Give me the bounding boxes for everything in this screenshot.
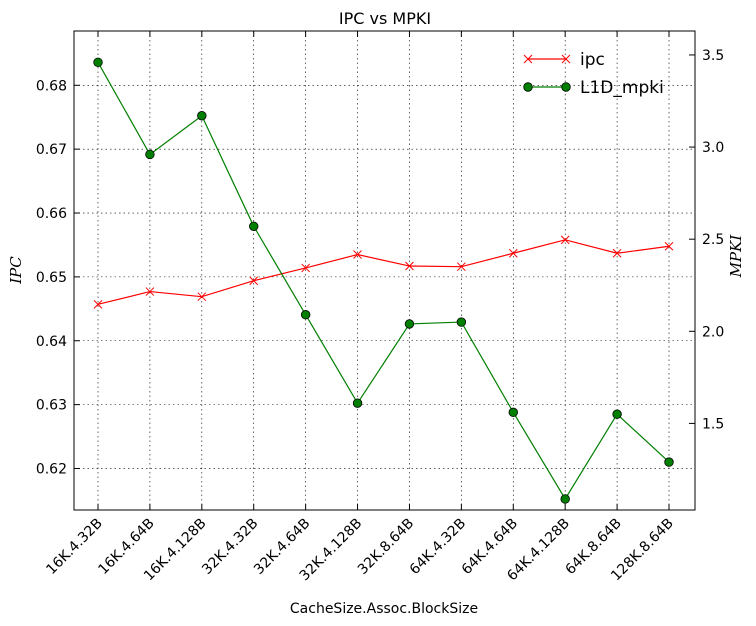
- x-marker-stroke: [560, 235, 570, 245]
- data-point-l1d-mpki: [404, 319, 415, 329]
- data-point-l1d-mpki: [664, 457, 674, 467]
- y-axis-label-right: MPKI: [727, 234, 745, 279]
- y-tick-label-right: 1.5: [702, 416, 724, 432]
- grid-lines: [74, 31, 695, 510]
- legend-item-l1d-mpki: L1D_mpki: [523, 78, 664, 98]
- y-tick-label-left: 0.68: [36, 78, 67, 94]
- x-marker-stroke: [249, 276, 259, 286]
- x-marker-stroke: [197, 292, 207, 302]
- data-point-l1d-mpki: [145, 149, 155, 160]
- x-marker-stroke: [508, 248, 518, 258]
- data-point-ipc: [93, 299, 103, 309]
- legend-marker: [561, 82, 571, 92]
- data-point-ipc: [197, 292, 207, 302]
- data-point-l1d-mpki: [197, 111, 207, 121]
- x-marker-stroke: [561, 54, 571, 64]
- legend: ipc L1D_mpki: [523, 50, 664, 98]
- y-axis-label-left: IPC: [7, 256, 25, 285]
- data-point-ipc: [405, 261, 414, 271]
- data-point-ipc: [249, 276, 259, 286]
- x-marker-stroke: [612, 248, 622, 258]
- data-point-ipc: [560, 235, 570, 245]
- axes-layer: 16K.4.32B16K.4.64B16K.4.128B32K.4.32B32K…: [36, 31, 724, 584]
- series-layer: [93, 57, 674, 504]
- x-marker-stroke: [301, 263, 310, 273]
- data-point-ipc: [664, 241, 674, 251]
- legend-label: ipc: [580, 50, 605, 70]
- legend-label: L1D_mpki: [580, 78, 664, 98]
- y-tick-label-left: 0.65: [36, 270, 67, 286]
- x-marker-stroke: [353, 250, 362, 259]
- legend-marker: [523, 82, 533, 92]
- series-line-l1d-mpki: [97, 62, 670, 501]
- data-point-ipc: [301, 263, 310, 273]
- data-point-ipc: [457, 262, 466, 272]
- legend-item-ipc: ipc: [523, 50, 605, 70]
- y-tick-label-right: 3.5: [702, 48, 724, 64]
- data-point-l1d-mpki: [612, 409, 622, 419]
- plot-frame: [73, 30, 696, 511]
- data-point-l1d-mpki: [249, 221, 259, 231]
- y-tick-label-left: 0.63: [36, 398, 67, 414]
- x-marker-stroke: [405, 261, 414, 271]
- y-tick-label-right: 3.0: [702, 140, 724, 156]
- y-tick-label-right: 2.0: [702, 324, 724, 340]
- data-point-l1d-mpki: [456, 317, 467, 327]
- x-marker-stroke: [457, 262, 466, 272]
- chart-title: IPC vs MPKI: [339, 9, 431, 28]
- x-marker-stroke: [523, 54, 533, 64]
- y-tick-label-right: 2.5: [702, 232, 724, 248]
- legend-marker: [561, 54, 571, 64]
- data-point-ipc: [612, 248, 622, 258]
- data-point-ipc: [508, 248, 518, 258]
- data-point-l1d-mpki: [508, 407, 518, 418]
- data-point-l1d-mpki: [93, 57, 103, 68]
- data-point-l1d-mpki: [352, 398, 363, 408]
- x-axis-label: CacheSize.Assoc.BlockSize: [290, 601, 478, 617]
- y-tick-label-left: 0.66: [36, 206, 67, 222]
- x-marker-stroke: [145, 287, 155, 296]
- x-marker-stroke: [664, 241, 674, 251]
- y-tick-label-left: 0.67: [36, 142, 67, 158]
- y-tick-label-left: 0.62: [36, 461, 67, 477]
- legend-marker: [523, 54, 533, 64]
- data-point-ipc: [145, 287, 155, 296]
- series-line-ipc: [97, 239, 670, 305]
- y-tick-label-left: 0.64: [36, 334, 67, 350]
- data-point-ipc: [353, 250, 362, 259]
- x-marker-stroke: [93, 299, 103, 309]
- data-point-l1d-mpki: [300, 310, 311, 320]
- data-point-l1d-mpki: [560, 494, 570, 504]
